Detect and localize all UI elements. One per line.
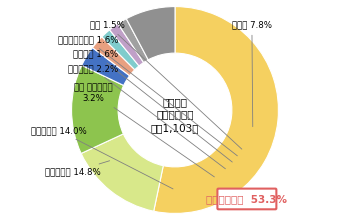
FancyBboxPatch shape: [217, 189, 276, 209]
Text: ８万1,103件: ８万1,103件: [151, 124, 199, 134]
Text: すれ違い時衝突 1.6%: すれ違い時衝突 1.6%: [58, 35, 237, 156]
Wedge shape: [154, 7, 279, 213]
Wedge shape: [118, 19, 148, 62]
Text: 交通事故件数: 交通事故件数: [156, 109, 194, 119]
Text: 出会い頭衝突  53.3%: 出会い頭衝突 53.3%: [206, 194, 287, 204]
Text: 左折時衝突 14.8%: 左折時衝突 14.8%: [45, 161, 110, 177]
Wedge shape: [102, 30, 139, 70]
Text: 追越 追抜時衝突
3.2%: 追越 追抜時衝突 3.2%: [74, 84, 215, 177]
Wedge shape: [92, 37, 135, 76]
Text: その他 7.8%: その他 7.8%: [232, 21, 272, 127]
Text: 右折時衝突 14.0%: 右折時衝突 14.0%: [32, 126, 173, 189]
Text: 追突 1.5%: 追突 1.5%: [90, 21, 242, 149]
Wedge shape: [82, 48, 130, 85]
Text: 正面衝突 1.6%: 正面衝突 1.6%: [73, 50, 232, 162]
Text: 車両相互: 車両相互: [162, 97, 188, 107]
Wedge shape: [71, 65, 124, 154]
Text: 後退時衝突 2.2%: 後退時衝突 2.2%: [68, 64, 225, 169]
Wedge shape: [126, 7, 175, 60]
Wedge shape: [110, 24, 144, 66]
Wedge shape: [81, 134, 163, 211]
